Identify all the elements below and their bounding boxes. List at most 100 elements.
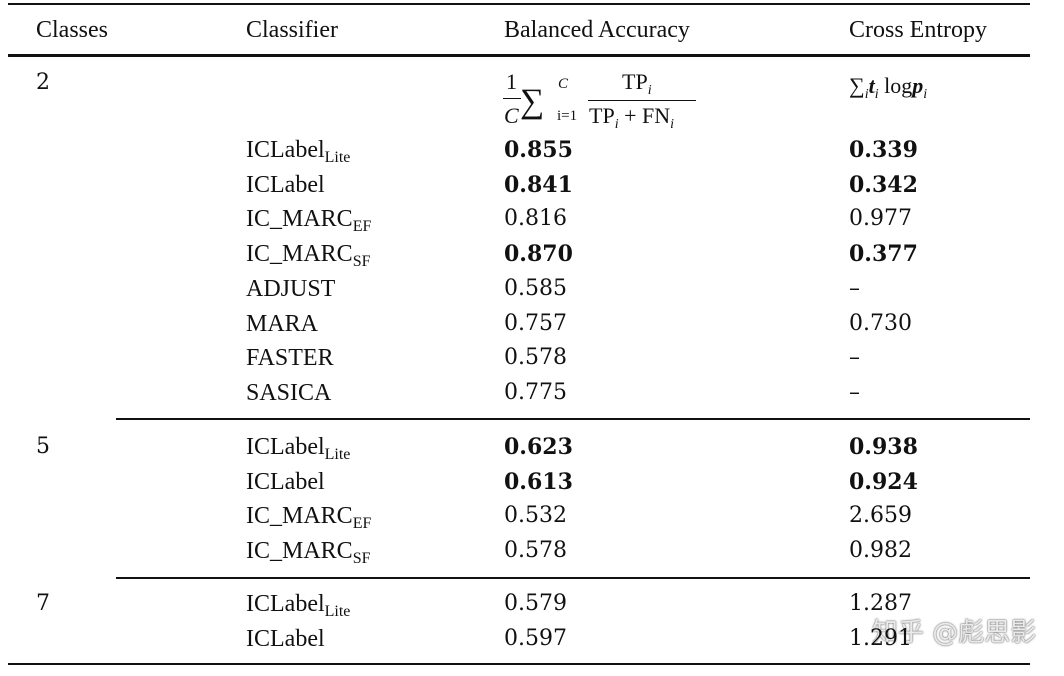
bottom-rule (8, 663, 1030, 665)
cross-entropy-cell: 1.287 (849, 591, 912, 616)
classifier-cell: ICLabelLite (246, 433, 350, 469)
header-cell: Cross Entropy (849, 17, 987, 43)
formula-part: i (874, 87, 879, 102)
classifier-cell: ADJUST (246, 275, 335, 303)
classifier-subscript: EF (352, 515, 372, 533)
classes-cell: 2 (36, 70, 50, 95)
cross-entropy-cell: – (849, 345, 860, 371)
classifier-cell: ICLabel (246, 625, 325, 653)
formula-part: TP (589, 103, 615, 128)
formula-part: ∑ (520, 83, 545, 120)
formula-part: + FN (624, 103, 671, 128)
balanced-accuracy-cell: 0.578 (504, 345, 567, 371)
classes-cell: 7 (36, 591, 50, 616)
group-rule (116, 418, 1030, 420)
formula-part: TP (622, 69, 648, 94)
balanced-accuracy-cell: 0.579 (504, 591, 567, 616)
classifier-name: FASTER (246, 345, 334, 372)
top-rule (8, 3, 1030, 5)
classifier-cell: MARA (246, 310, 318, 338)
balanced-accuracy-cell: 0.870 (504, 241, 573, 268)
formula-part: i (614, 117, 619, 132)
classifier-subscript: SF (352, 253, 371, 271)
formula-part: i (647, 83, 652, 98)
classifier-name: ICLabel (246, 625, 325, 652)
classifier-cell: ICLabel (246, 468, 325, 496)
formula-part: i (670, 117, 674, 132)
cross-entropy-cell: 0.730 (849, 310, 912, 336)
classifier-cell: ICLabel (246, 171, 325, 199)
classifier-cell: SASICA (246, 379, 331, 407)
formula-part: p (912, 73, 924, 98)
classifier-name: IC_MARC (246, 206, 353, 233)
classifier-subscript: Lite (324, 603, 351, 620)
classifier-subscript: Lite (324, 149, 351, 166)
cross-entropy-cell: 1.291 (849, 625, 912, 651)
formula-part: i (864, 87, 869, 102)
classifier-subscript: SF (352, 550, 371, 568)
balanced-accuracy-cell: 0.597 (504, 625, 567, 651)
formula-part: TPi (622, 70, 652, 103)
cross-entropy-cell: 0.342 (849, 171, 918, 198)
cross-entropy-cell: 0.924 (849, 468, 918, 495)
watermark: 知乎 @彪思影 (872, 618, 1037, 648)
classifier-cell: IC_MARCSF (246, 240, 370, 276)
classifier-name: ICLabel (246, 434, 325, 460)
balanced-accuracy-cell: 0.532 (504, 503, 567, 529)
balanced-accuracy-cell: 0.578 (504, 538, 567, 564)
classifier-name: IC_MARC (246, 503, 353, 530)
formula-part: i=1 (557, 108, 578, 124)
formula-part: t (868, 73, 875, 98)
balanced-accuracy-cell: 0.775 (504, 379, 567, 405)
header-cell: Balanced Accuracy (504, 17, 690, 43)
classifier-cell: ICLabelLite (246, 136, 350, 172)
cross-entropy-cell: 0.977 (849, 206, 912, 232)
group-rule (116, 577, 1030, 579)
classifier-name: ADJUST (246, 275, 336, 302)
formula-part: i (923, 87, 928, 102)
header-cell: Classifier (246, 17, 338, 43)
balanced-accuracy-cell: 0.623 (504, 434, 573, 460)
classifier-cell: IC_MARCEF (246, 502, 371, 538)
balanced-accuracy-cell: 0.757 (504, 310, 567, 336)
classifier-cell: IC_MARCSF (246, 537, 370, 573)
header-cell: Classes (36, 17, 108, 43)
cross-entropy-cell: 0.377 (849, 241, 918, 268)
classifier-name: ICLabel (246, 171, 325, 198)
cross-entropy-cell: 0.339 (849, 137, 918, 163)
classifier-subscript: EF (352, 218, 372, 236)
balanced-accuracy-cell: 0.816 (504, 206, 567, 232)
fraction-bar (588, 100, 696, 101)
formula-part: log (884, 73, 913, 98)
cross-entropy-cell: – (849, 275, 860, 301)
classifier-name: ICLabel (246, 591, 325, 617)
formula-part: C (558, 76, 569, 92)
cross-entropy-cell: – (849, 379, 860, 405)
classifier-name: SASICA (246, 379, 332, 406)
cross-entropy-cell: 0.982 (849, 538, 912, 564)
formula-part: ∑ (849, 73, 865, 98)
header-rule (8, 54, 1030, 57)
classifier-subscript: Lite (324, 446, 351, 463)
classifier-cell: IC_MARCEF (246, 205, 371, 241)
classifier-name: ICLabel (246, 468, 325, 495)
classifier-name: MARA (246, 310, 319, 337)
balanced-accuracy-cell: 0.841 (504, 171, 573, 198)
classifier-cell: ICLabelLite (246, 590, 350, 626)
classifier-cell: FASTER (246, 344, 334, 372)
classifier-name: ICLabel (246, 137, 325, 163)
formula-part: C (504, 103, 519, 128)
cross-entropy-cell: 2.659 (849, 503, 912, 529)
classifier-name: IC_MARC (246, 241, 353, 268)
balanced-accuracy-cell: 0.855 (504, 137, 573, 163)
formula-part: 1 (506, 69, 517, 94)
balanced-accuracy-cell: 0.585 (504, 275, 567, 301)
classifier-name: IC_MARC (246, 538, 353, 565)
classes-cell: 5 (36, 434, 50, 459)
fraction-bar (503, 98, 521, 99)
formula-part: TPi + FNi (589, 104, 674, 137)
formula-part: ∑iti logpi (849, 74, 927, 107)
balanced-accuracy-cell: 0.613 (504, 468, 573, 495)
cross-entropy-cell: 0.938 (849, 434, 918, 460)
